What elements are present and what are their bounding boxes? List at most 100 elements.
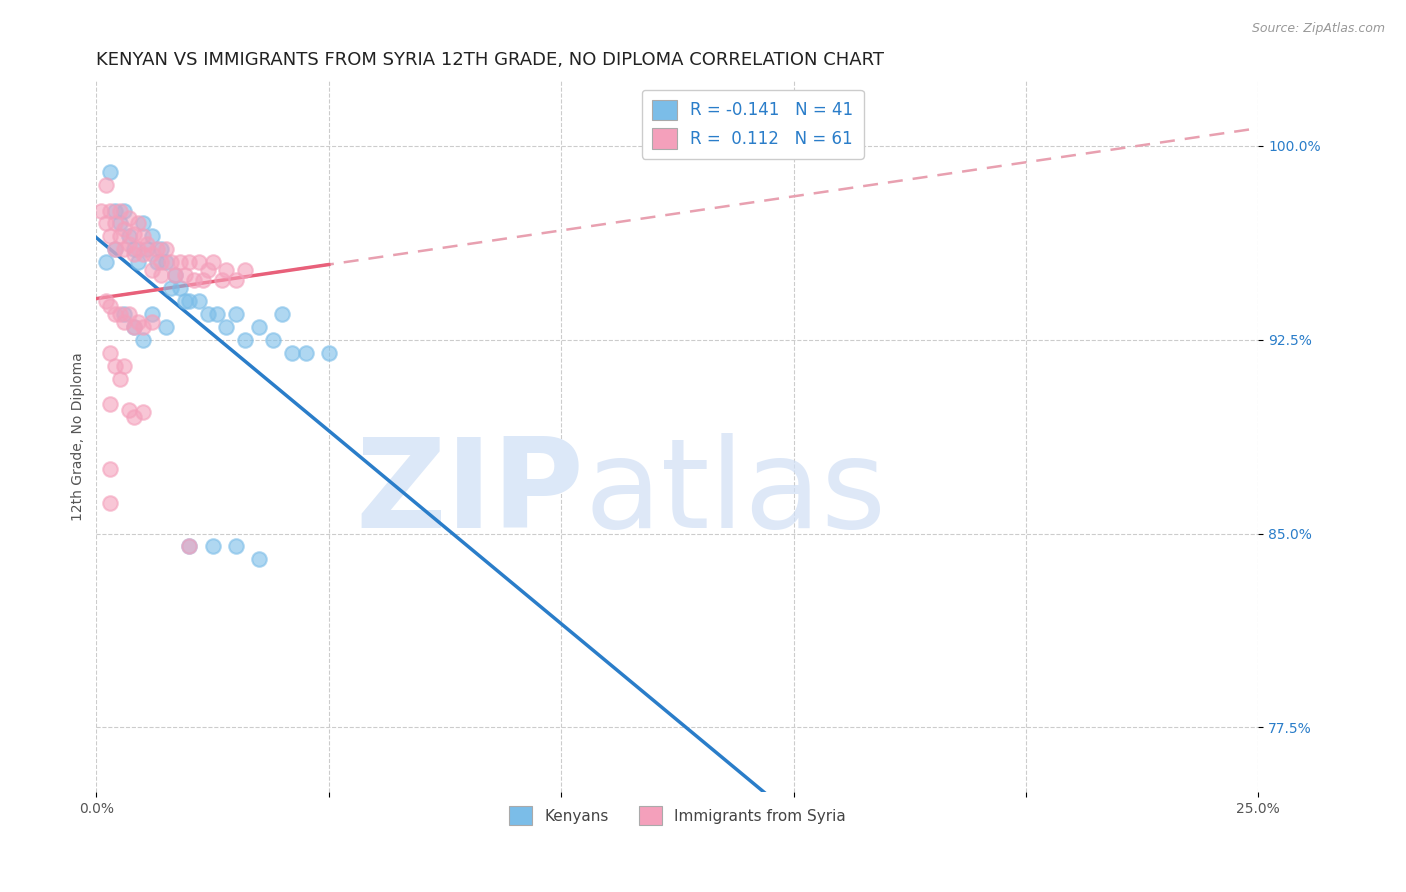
Point [225, 307, 247, 321]
Point [118, 237, 141, 252]
Point [193, 273, 215, 287]
Point [98, 397, 121, 411]
Point [122, 410, 145, 425]
Point [141, 247, 163, 261]
Point [197, 307, 219, 321]
Legend: Kenyans, Immigrants from Syria: Kenyans, Immigrants from Syria [499, 797, 855, 834]
Point [225, 540, 247, 554]
Point [94, 217, 117, 231]
Point [127, 315, 149, 329]
Point [201, 255, 224, 269]
Text: KENYAN VS IMMIGRANTS FROM SYRIA 12TH GRADE, NO DIPLOMA CORRELATION CHART: KENYAN VS IMMIGRANTS FROM SYRIA 12TH GRA… [97, 51, 884, 69]
Point [98, 299, 121, 313]
Point [118, 402, 141, 417]
Point [169, 255, 191, 269]
Point [141, 307, 163, 321]
Point [108, 307, 131, 321]
Point [90, 203, 112, 218]
Point [104, 307, 127, 321]
Point [233, 263, 256, 277]
Point [187, 293, 209, 308]
Point [112, 307, 135, 321]
Point [104, 242, 127, 256]
Point [136, 242, 159, 256]
Point [141, 263, 163, 277]
Point [173, 268, 195, 282]
Point [132, 229, 155, 244]
Point [108, 217, 131, 231]
Point [127, 255, 149, 269]
Point [132, 333, 155, 347]
Point [211, 273, 233, 287]
Point [179, 293, 201, 308]
Point [127, 242, 149, 256]
Point [247, 552, 270, 566]
Point [318, 345, 340, 359]
Point [197, 263, 219, 277]
Point [155, 319, 177, 334]
Point [118, 211, 141, 226]
Text: Source: ZipAtlas.com: Source: ZipAtlas.com [1251, 22, 1385, 36]
Point [118, 229, 141, 244]
Point [136, 237, 159, 252]
Point [141, 229, 163, 244]
Point [98, 345, 121, 359]
Point [271, 307, 294, 321]
Text: ZIP: ZIP [356, 433, 585, 554]
Point [122, 247, 145, 261]
Point [183, 273, 205, 287]
Point [165, 268, 187, 282]
Point [104, 242, 127, 256]
Point [146, 255, 169, 269]
Point [94, 293, 117, 308]
Point [247, 319, 270, 334]
Point [112, 359, 135, 373]
Point [94, 178, 117, 192]
Point [159, 281, 181, 295]
Point [132, 319, 155, 334]
Point [132, 217, 155, 231]
Point [94, 255, 117, 269]
Point [280, 345, 302, 359]
Point [132, 405, 155, 419]
Point [225, 273, 247, 287]
Point [98, 229, 121, 244]
Point [179, 255, 201, 269]
Point [146, 242, 169, 256]
Point [104, 217, 127, 231]
Point [150, 242, 173, 256]
Point [112, 242, 135, 256]
Point [127, 217, 149, 231]
Point [108, 371, 131, 385]
Point [150, 268, 173, 282]
Point [104, 359, 127, 373]
Point [294, 345, 316, 359]
Point [179, 540, 201, 554]
Point [159, 255, 181, 269]
Point [98, 203, 121, 218]
Point [108, 203, 131, 218]
Point [215, 263, 238, 277]
Point [179, 540, 201, 554]
Point [112, 315, 135, 329]
Point [112, 203, 135, 218]
Point [262, 333, 284, 347]
Point [165, 268, 187, 282]
Point [122, 242, 145, 256]
Point [122, 319, 145, 334]
Point [104, 203, 127, 218]
Point [141, 315, 163, 329]
Y-axis label: 12th Grade, No Diploma: 12th Grade, No Diploma [72, 352, 86, 521]
Point [215, 319, 238, 334]
Point [98, 165, 121, 179]
Point [233, 333, 256, 347]
Point [155, 242, 177, 256]
Point [187, 255, 209, 269]
Point [98, 495, 121, 509]
Point [98, 462, 121, 476]
Point [122, 227, 145, 241]
Point [122, 319, 145, 334]
Point [150, 255, 173, 269]
Point [118, 307, 141, 321]
Point [132, 247, 155, 261]
